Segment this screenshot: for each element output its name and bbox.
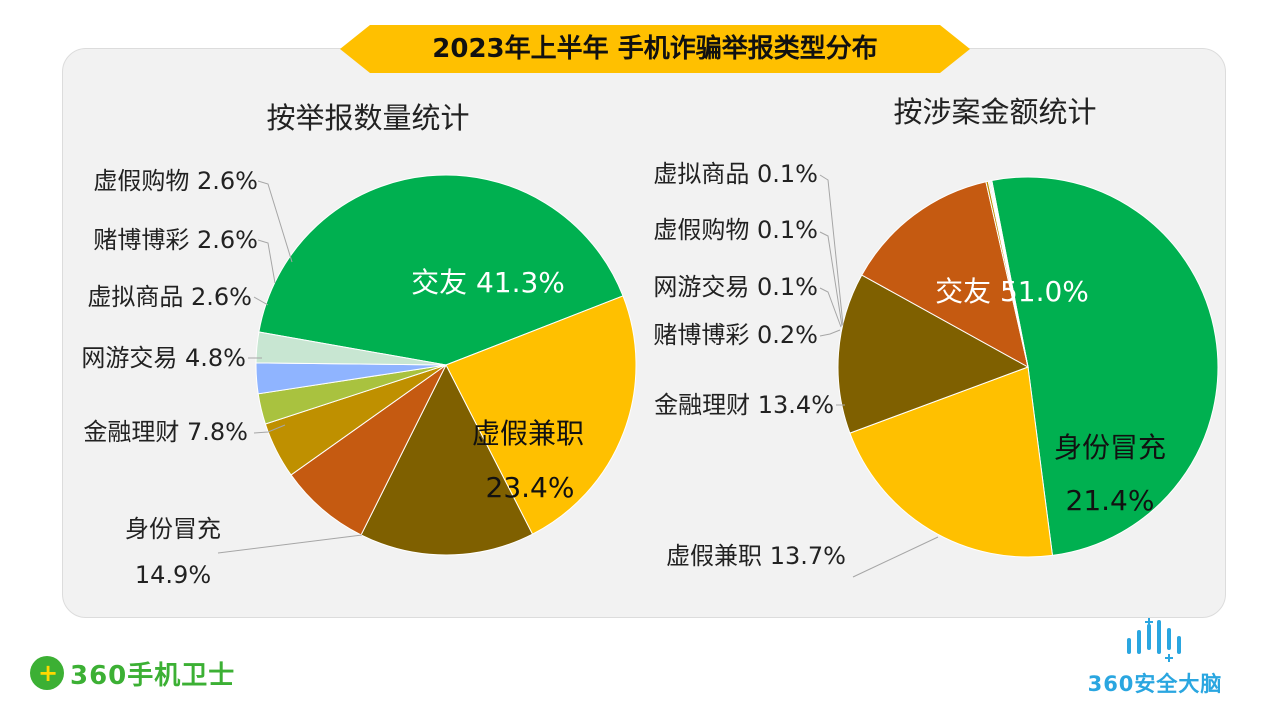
slice-label-dubo: 赌博博彩 2.6% [93,226,258,254]
pie-slice-count-1 [445,295,637,535]
pie-slice-count-3 [290,364,447,536]
chart-title-amount: 按涉案金额统计 [893,95,1096,129]
leader-shenfen [217,534,363,554]
leader-gouwu2 [819,231,843,327]
slice-label-dubo2: 赌博博彩 0.2% [653,321,818,349]
pie-slice-amount-7 [989,179,1029,368]
slice-value-jianzhi: 23.4% [486,471,575,504]
title-banner [340,25,970,73]
leader-lines-count [217,180,363,554]
pie-slice-amount-2 [837,274,1030,434]
leader-dubo [257,239,276,284]
leader-jinrong [253,424,286,434]
page-title: 2023年上半年 手机诈骗举报类型分布 [432,34,878,64]
slice-label-xuni: 虚拟商品 2.6% [87,283,252,311]
pie-slice-count-7 [255,331,447,366]
chart-title-count: 按举报数量统计 [266,101,469,135]
logo-360-mobile-guard: + 360手机卫士 [30,655,235,691]
leader-jianzhi2 [852,536,939,578]
slices-amount [837,176,1219,558]
leader-xuni [253,296,269,306]
slice-value-shenfen: 14.9% [135,561,211,589]
slices-count [255,174,637,556]
pie-slice-amount-3 [861,181,1029,368]
pie-slice-amount-0 [991,176,1219,556]
logo-left-text: 360手机卫士 [70,660,236,691]
slice-label-jinrong2: 金融理财 13.4% [654,391,834,419]
slice-label-wangyou2: 网游交易 0.1% [653,273,818,301]
slice-label-shenfen2: 身份冒充 [1054,431,1166,464]
slice-label-jiaoyou: 交友 41.3% [411,266,565,299]
plus-icon: + [30,656,64,690]
slice-label-wangyou: 网游交易 4.8% [81,344,246,372]
leader-wangyou2 [819,287,842,328]
slice-label-gouwu: 虚假购物 2.6% [93,167,258,195]
leader-lines-amount [819,174,939,578]
logo-360-security-brain: 360安全大脑 [1075,618,1235,698]
leader-xuni2 [819,174,844,326]
slice-label-jinrong: 金融理财 7.8% [83,418,248,446]
slice-label-xuni2: 虚拟商品 0.1% [653,160,818,188]
brain-wave-icon [1127,618,1181,662]
leader-dubo2 [819,329,841,337]
logo-right-text: 360安全大脑 [1087,672,1223,696]
slice-label-jianzhi: 虚假兼职 [472,417,584,450]
pie-chart-amount: 按涉案金额统计 交友 51.0% 身份冒充 21.4% 虚假兼职 13.7% 金… [653,95,1219,578]
slice-label-shenfen: 身份冒充 [125,515,221,543]
pie-slice-count-0 [258,174,624,366]
pie-chart-count: 按举报数量统计 交友 41.3% 虚假兼职 23.4% 身份冒充 14.9% 金… [81,101,637,589]
slice-label-jianzhi2: 虚假兼职 13.7% [666,542,846,570]
slice-label-jiaoyou2: 交友 51.0% [935,275,1089,308]
pie-slice-count-2 [360,363,534,556]
leader-gouwu [257,180,293,263]
slice-value-shenfen2: 21.4% [1066,484,1155,517]
slice-label-gouwu2: 虚假购物 0.1% [653,216,818,244]
